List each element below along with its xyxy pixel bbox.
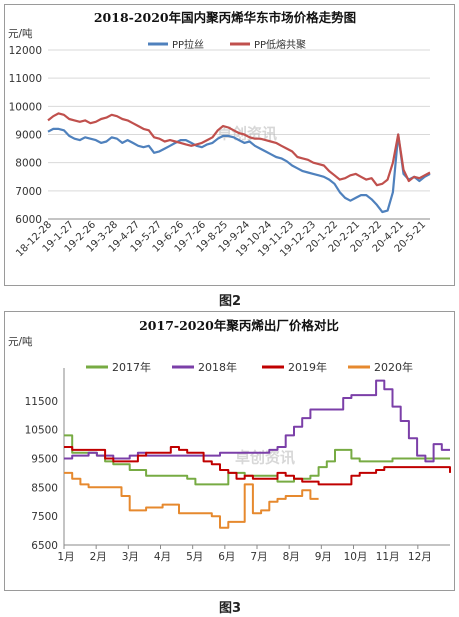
y-axis-label: 元/吨 xyxy=(8,27,33,40)
x-tick-label: 1月 xyxy=(57,551,74,563)
y-tick-label: 10500 xyxy=(25,425,58,437)
figure-caption-3: 图3 xyxy=(218,601,242,616)
series-line-2 xyxy=(64,446,451,486)
legend-label-1: PP低熔共聚 xyxy=(254,38,306,51)
y-tick-label: 12000 xyxy=(9,45,42,57)
y-tick-label: 8000 xyxy=(15,158,42,170)
x-tick-label: 12月 xyxy=(408,551,432,563)
y-tick-label: 7500 xyxy=(31,511,58,523)
x-tick-label: 3月 xyxy=(122,551,139,563)
x-tick-label: 7月 xyxy=(250,551,267,563)
price-trend-chart-2018-2020 xyxy=(4,4,455,286)
y-tick-label: 10000 xyxy=(9,101,42,113)
legend-label-3: 2020年 xyxy=(374,360,413,374)
legend-label-0: PP拉丝 xyxy=(172,38,204,51)
x-tick-label: 8月 xyxy=(283,551,300,563)
legend-label-0: 2017年 xyxy=(112,360,151,374)
y-tick-label: 11500 xyxy=(25,396,58,408)
x-tick-label: 10月 xyxy=(344,551,368,563)
series-line-3 xyxy=(64,471,319,529)
x-tick-label: 4月 xyxy=(154,551,171,563)
chart-title: 2017-2020年聚丙烯出厂价格对比 xyxy=(139,318,339,333)
x-tick-label: 2月 xyxy=(90,551,107,563)
y-tick-label: 6000 xyxy=(15,214,42,226)
x-tick-label: 9月 xyxy=(315,551,332,563)
y-tick-label: 6500 xyxy=(31,540,58,552)
series-line-1 xyxy=(64,379,450,463)
legend-label-2: 2019年 xyxy=(288,360,327,374)
series-line-0 xyxy=(47,127,431,214)
legend-label-1: 2018年 xyxy=(198,360,237,374)
y-axis-label: 元/吨 xyxy=(8,335,33,348)
x-tick-label: 5月 xyxy=(186,551,203,563)
watermark: 卓创资讯 xyxy=(235,449,295,467)
x-tick-label: 6月 xyxy=(218,551,235,563)
y-tick-label: 7000 xyxy=(15,186,42,198)
chart-title: 2018-2020年国内聚丙烯华东市场价格走势图 xyxy=(94,10,356,25)
factory-price-comparison-chart-2017-2020 xyxy=(4,311,455,591)
figure-caption-2: 图2 xyxy=(218,294,242,309)
y-tick-label: 11000 xyxy=(9,73,42,85)
series-line-1 xyxy=(47,112,431,187)
x-tick-label: 11月 xyxy=(376,551,400,563)
y-tick-label: 9000 xyxy=(15,130,42,142)
y-tick-label: 9500 xyxy=(31,454,58,466)
y-tick-label: 8500 xyxy=(31,482,58,494)
